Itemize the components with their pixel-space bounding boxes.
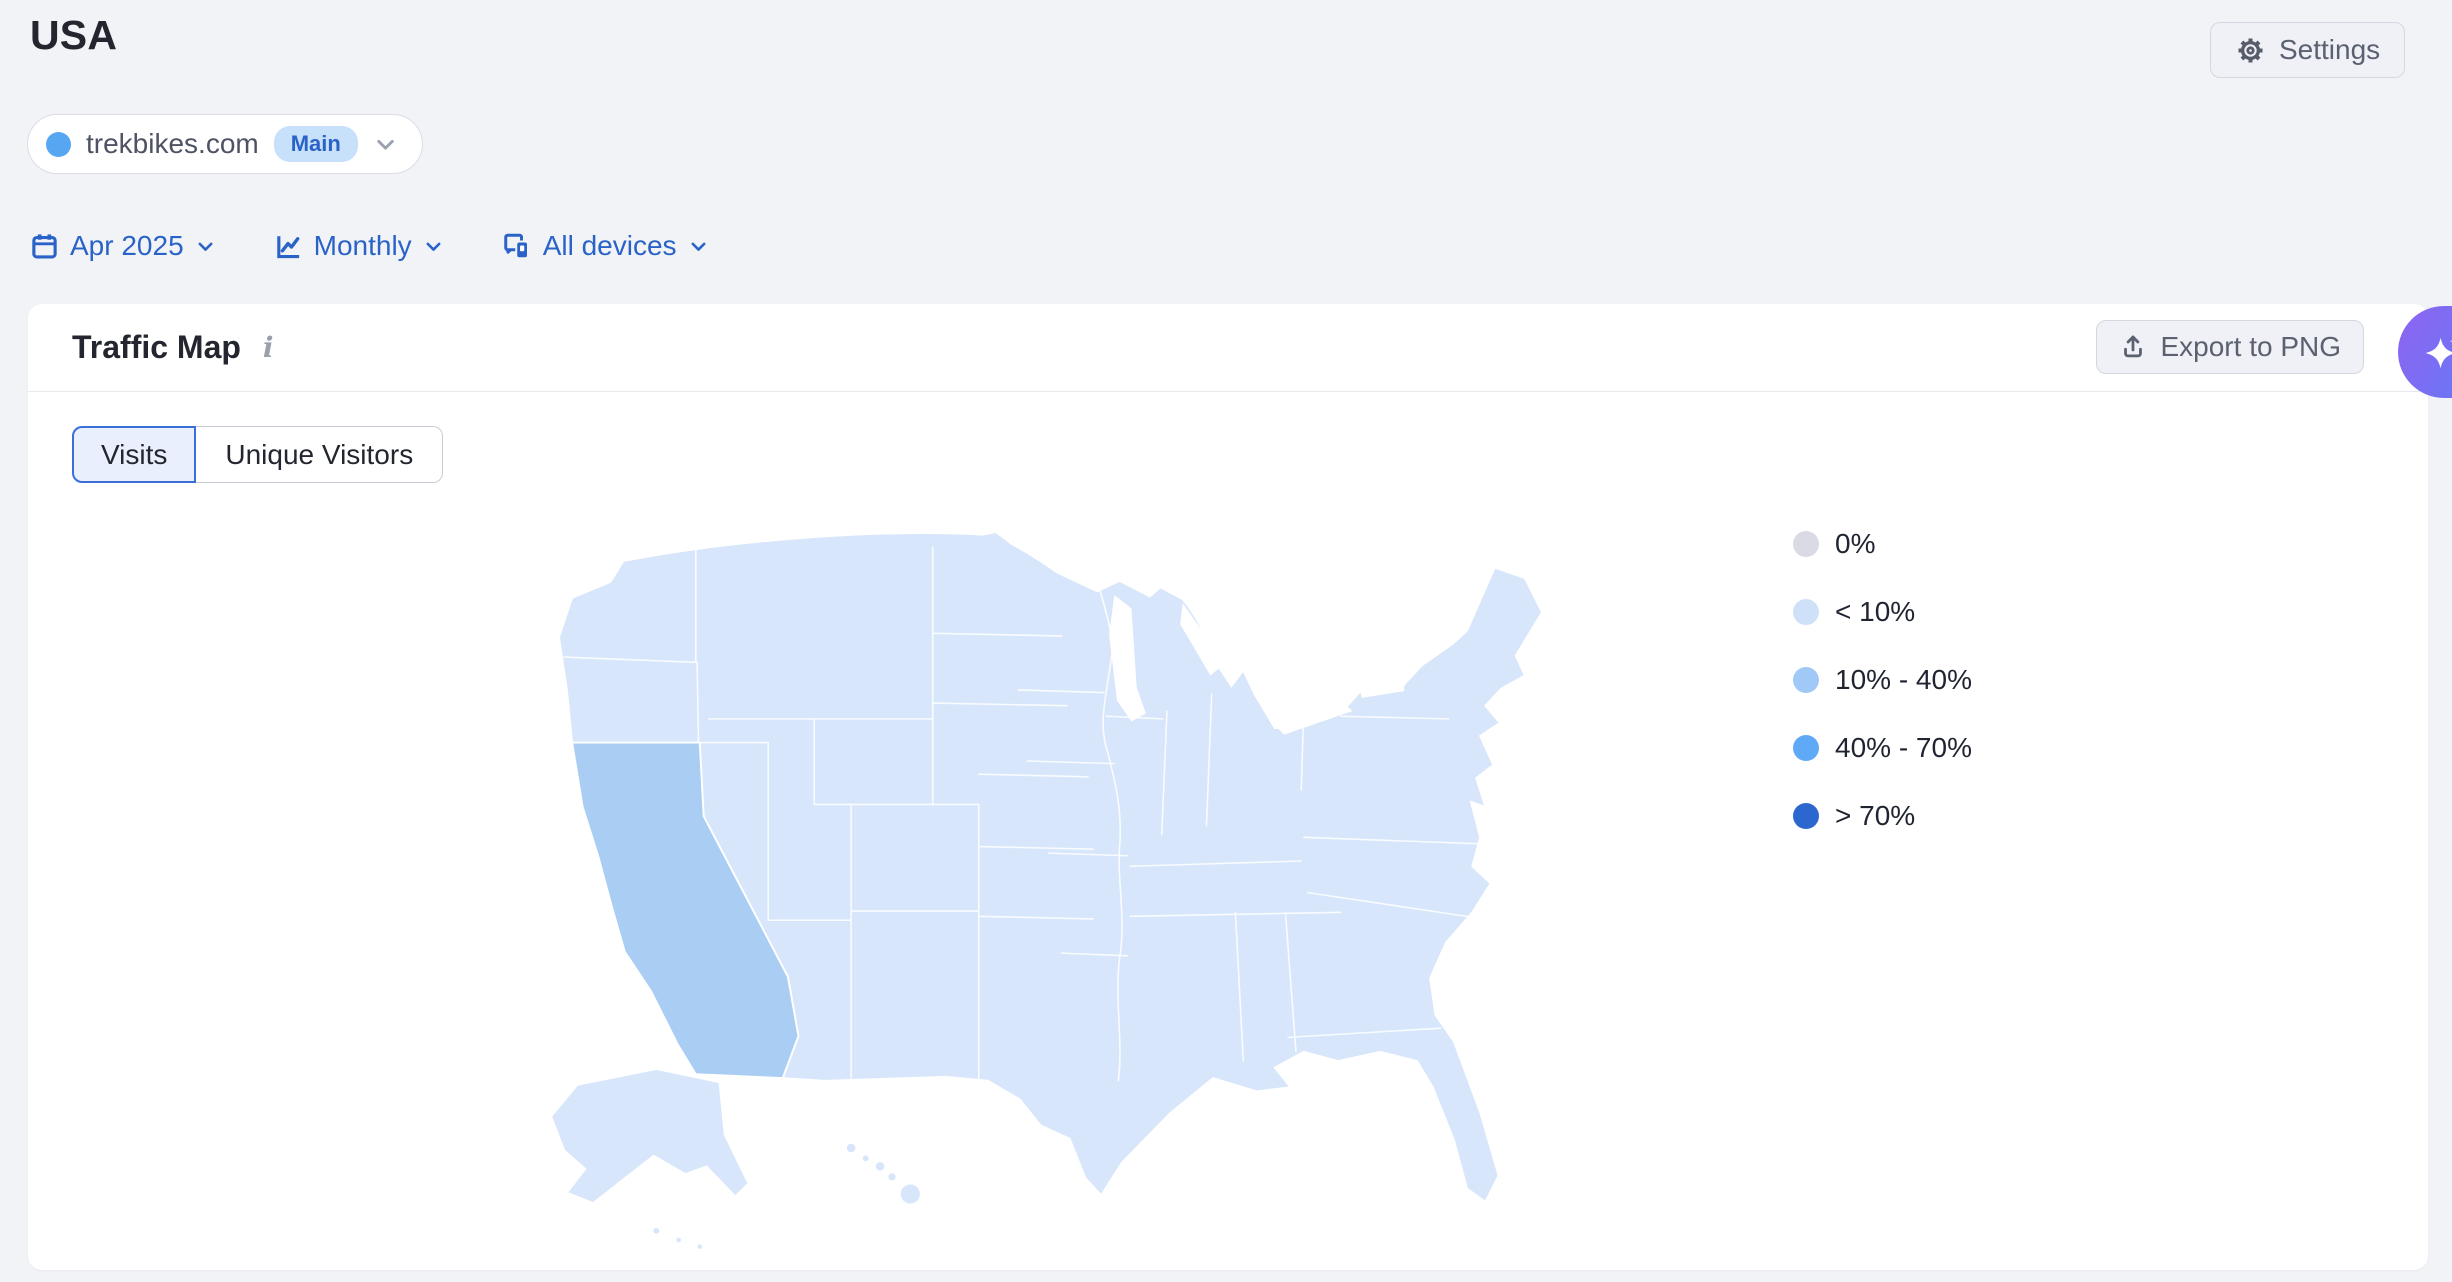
main-badge: Main — [273, 126, 358, 162]
date-range-filter[interactable]: Apr 2025 — [30, 230, 216, 262]
us-map-landmass[interactable] — [557, 532, 1544, 1204]
chevron-down-icon — [688, 236, 709, 257]
devices-icon — [502, 231, 532, 261]
export-label: Export to PNG — [2160, 331, 2341, 362]
legend-label: < 10% — [1835, 596, 1916, 627]
lake-erie — [1274, 701, 1353, 735]
legend-item: 10% - 40% — [1793, 658, 1972, 702]
state-borders-east — [1092, 562, 1484, 1082]
calendar-icon — [30, 232, 59, 261]
settings-button[interactable]: Settings — [2210, 22, 2406, 78]
legend-label: 10% - 40% — [1835, 664, 1972, 695]
tab-unique-visitors[interactable]: Unique Visitors — [196, 426, 444, 483]
granularity-filter[interactable]: Monthly — [274, 230, 444, 262]
domain-name: trekbikes.com — [86, 128, 259, 159]
domain-color-dot-icon — [46, 131, 71, 157]
us-traffic-map[interactable] — [498, 532, 1578, 1269]
export-to-png-button[interactable]: Export to PNG — [2096, 320, 2364, 374]
line-chart-icon — [274, 232, 303, 261]
state-alaska[interactable] — [549, 1067, 750, 1205]
legend-label: 40% - 70% — [1835, 732, 1972, 763]
legend-item: > 70% — [1793, 794, 1972, 838]
upload-icon — [2119, 333, 2147, 361]
sparkles-icon — [2420, 326, 2452, 378]
traffic-map-card: Traffic Map i Export to PNG Visits Uniqu… — [28, 304, 2428, 1270]
legend-dot-40-70 — [1793, 735, 1819, 761]
legend-item: < 10% — [1793, 590, 1972, 634]
page-title: USA — [30, 12, 118, 58]
devices-filter[interactable]: All devices — [502, 230, 709, 262]
info-icon[interactable]: i — [262, 331, 274, 364]
legend-label: > 70% — [1835, 800, 1916, 831]
lake-ontario — [1359, 678, 1406, 698]
chevron-down-icon — [373, 132, 398, 157]
filter-bar: Apr 2025 Monthly All devices — [30, 230, 709, 262]
map-legend: 0% < 10% 10% - 40% 40% - 70% > 70% — [1793, 522, 1972, 862]
state-hawaii[interactable] — [844, 1141, 922, 1206]
state-borders-west — [563, 547, 1129, 1083]
devices-label: All devices — [542, 230, 677, 261]
legend-dot-0pct — [1793, 531, 1819, 557]
legend-dot-gt70 — [1793, 803, 1819, 829]
lake-huron — [1180, 603, 1225, 676]
date-range-label: Apr 2025 — [70, 230, 184, 261]
lake-michigan — [1109, 595, 1146, 722]
chevron-down-icon — [423, 236, 444, 257]
domain-selector[interactable]: trekbikes.com Main — [27, 114, 423, 174]
metric-toggle: Visits Unique Visitors — [72, 426, 444, 483]
legend-dot-10-40 — [1793, 667, 1819, 693]
chevron-down-icon — [195, 236, 216, 257]
gear-icon — [2235, 35, 2266, 66]
tab-visits[interactable]: Visits — [72, 426, 197, 483]
state-california[interactable] — [570, 741, 800, 1080]
legend-item: 40% - 70% — [1793, 726, 1972, 770]
legend-item: 0% — [1793, 522, 1972, 566]
card-header: Traffic Map i Export to PNG — [28, 304, 2428, 392]
aleutian-islands — [651, 1225, 705, 1251]
legend-label: 0% — [1835, 528, 1876, 559]
granularity-label: Monthly — [313, 230, 412, 261]
card-title: Traffic Map — [72, 329, 241, 365]
settings-label: Settings — [2279, 34, 2381, 65]
legend-dot-lt10 — [1793, 599, 1819, 625]
